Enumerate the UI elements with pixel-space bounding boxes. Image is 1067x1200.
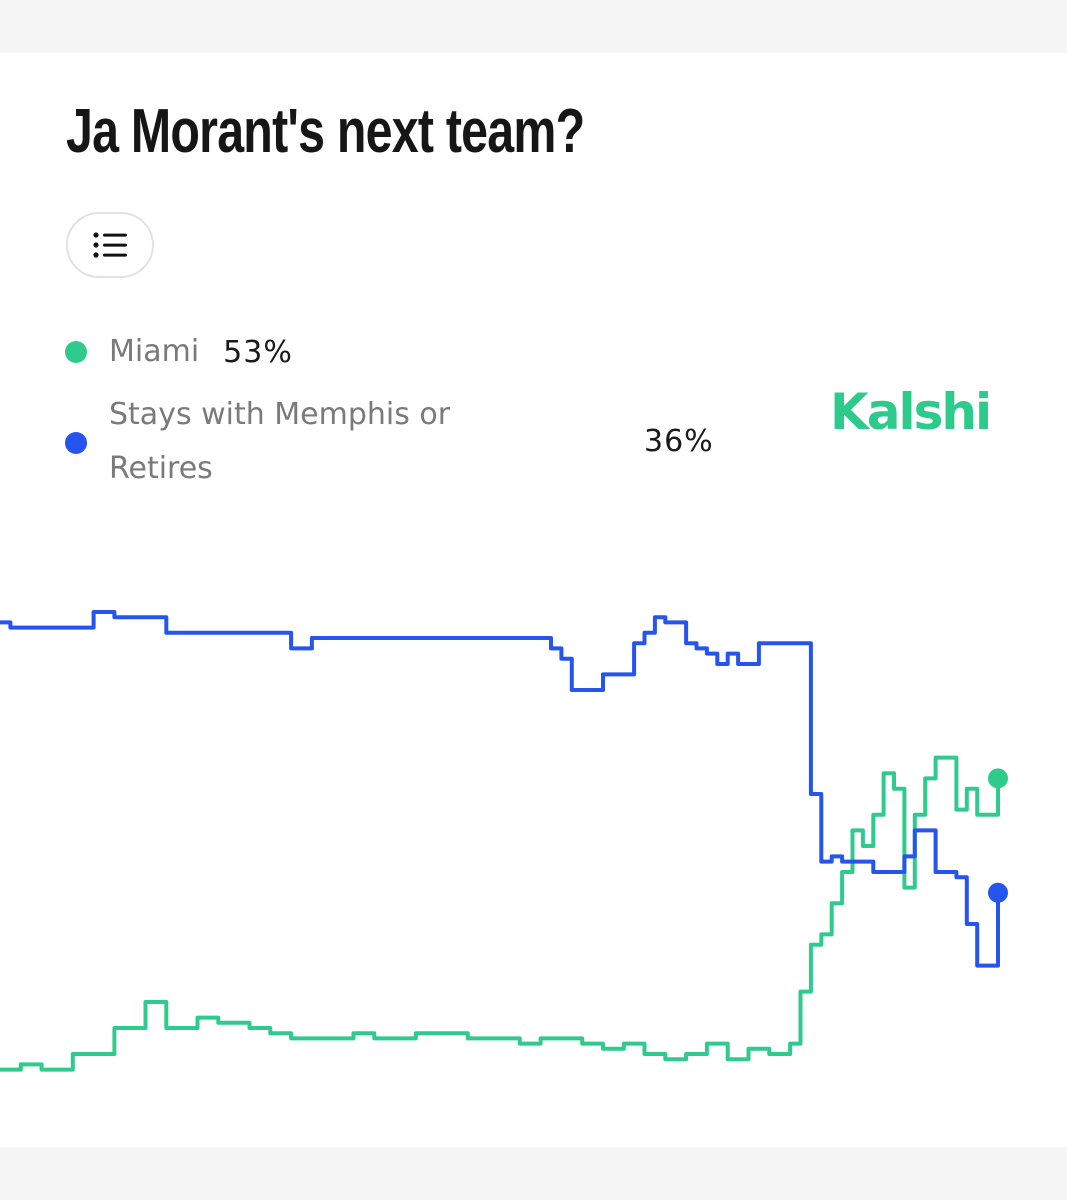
market-card: [0, 53, 1067, 1147]
list-icon: [93, 232, 127, 258]
legend-value-miami: 53%: [223, 334, 293, 370]
legend-label-memphis-line1: Stays with Memphis or: [109, 397, 451, 432]
series-line-miami: [0, 755, 1000, 1072]
legend-value-memphis: 36%: [644, 424, 714, 459]
list-view-button[interactable]: [66, 212, 154, 278]
legend-dot-miami: [65, 341, 87, 363]
legend-item-miami: Miami 53%: [65, 325, 293, 379]
series-endpoint-memphis: [988, 882, 1008, 903]
legend-label-memphis-line2: Retires: [109, 451, 213, 486]
legend-dot-memphis: [65, 432, 87, 454]
series-line-memphis: [0, 610, 1000, 968]
page-title: Ja Morant's next team?: [66, 97, 585, 166]
kalshi-logo: Kalshi: [830, 383, 992, 441]
series-endpoint-miami: [988, 768, 1008, 789]
legend-label-miami: Miami: [109, 334, 200, 369]
legend-label-memphis: Stays with Memphis or Retires: [109, 388, 450, 496]
